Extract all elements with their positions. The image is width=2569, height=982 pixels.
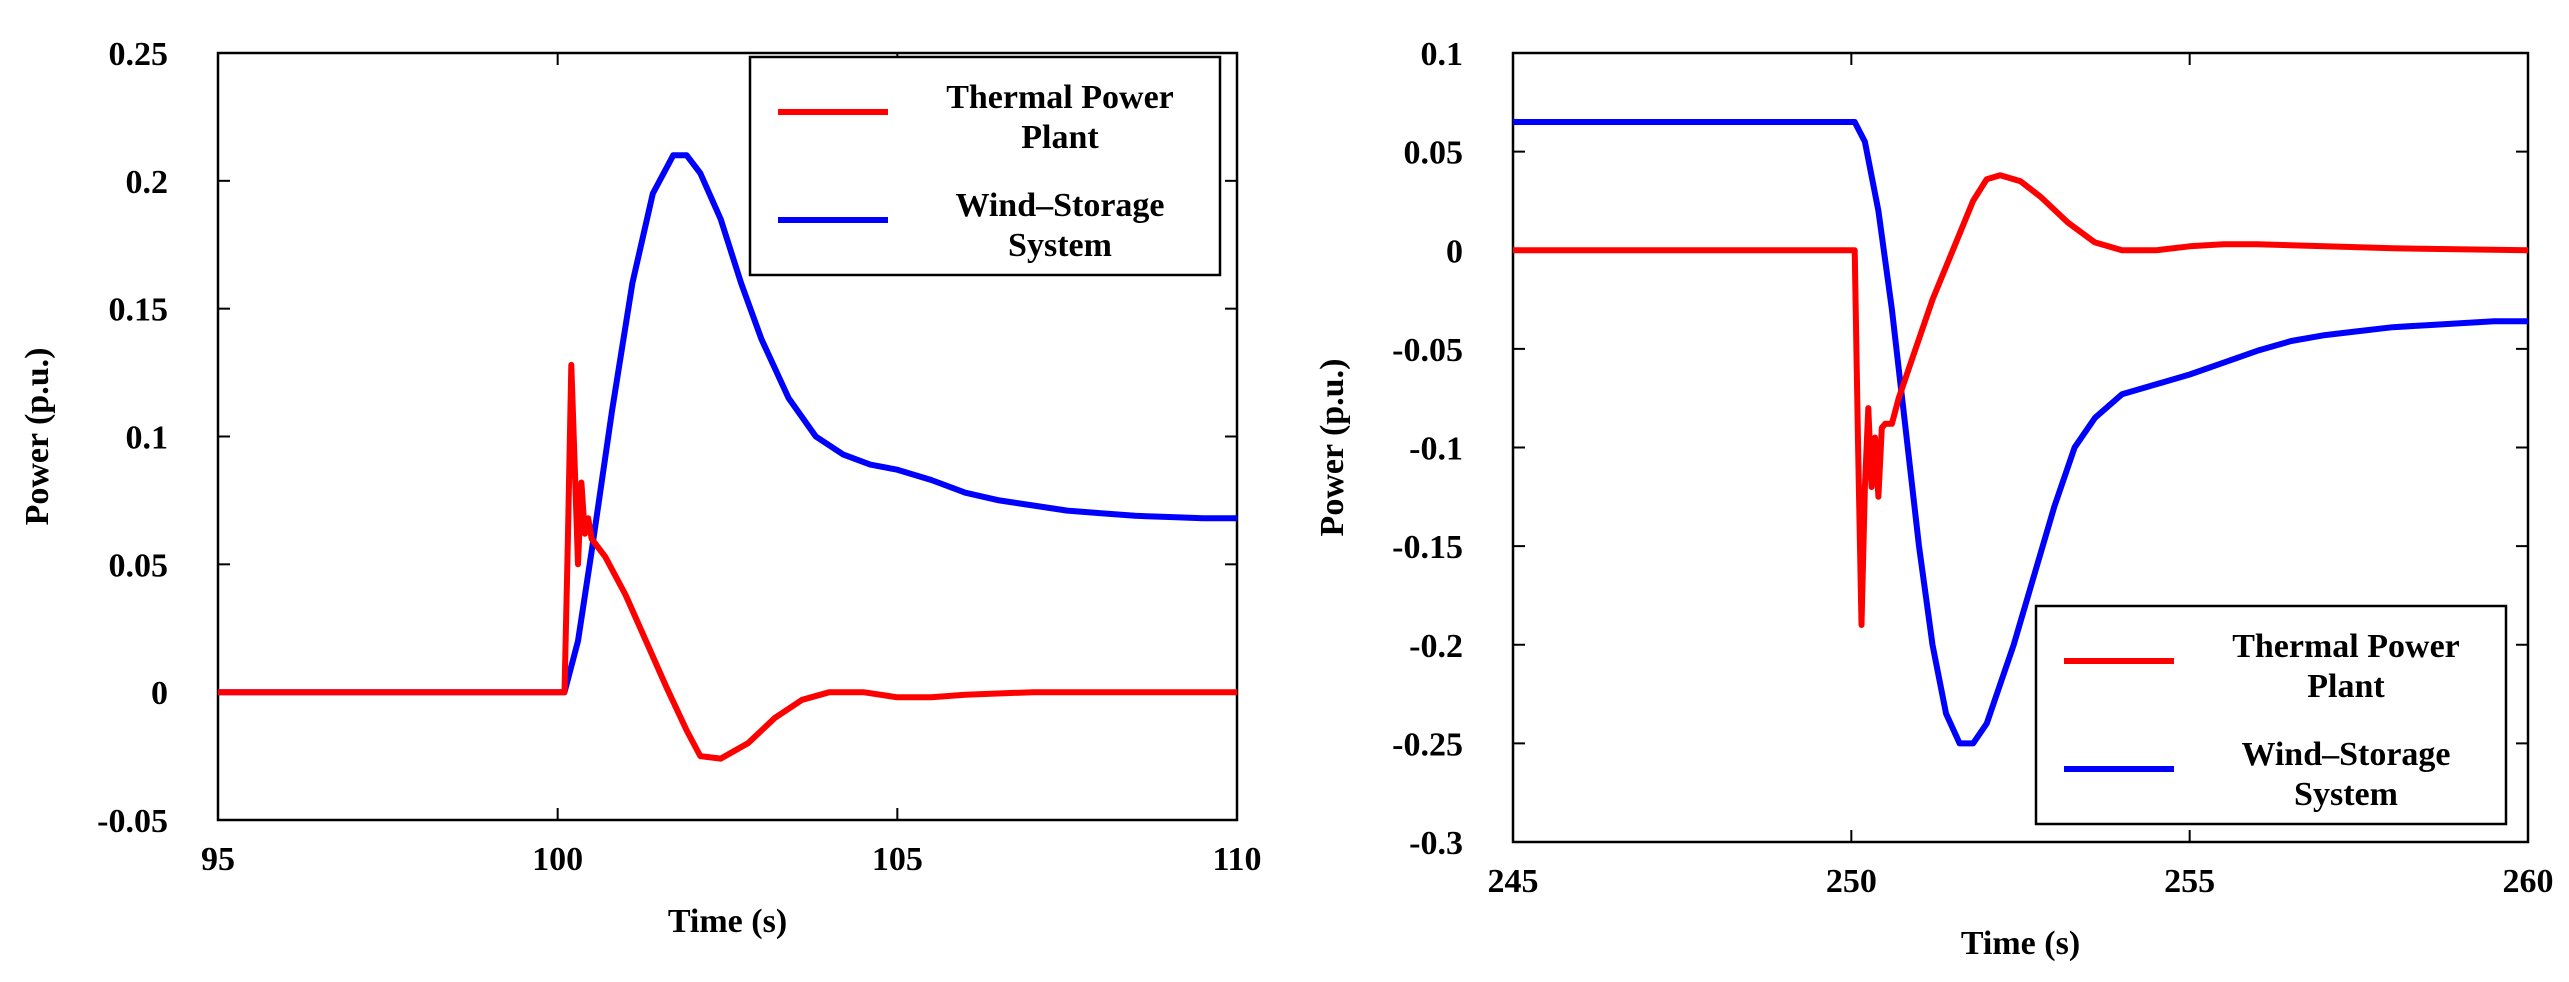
legend-label: System <box>2294 776 2398 813</box>
legend-box <box>2034 604 2508 826</box>
y-tick-label: 0 <box>151 675 168 712</box>
chart-2: 245 250 255 260 -0.3 -0.25 -0.2 -0.15 -0.1 -0.05 0… <box>1314 36 2554 962</box>
y-axis-label: Power (p.u.) <box>1314 359 1351 537</box>
x-tick-label: 255 <box>2164 863 2215 900</box>
y-tick-label: -0.2 <box>1409 628 1463 665</box>
legend-box <box>748 55 1222 277</box>
series-line-wind-storage-system <box>218 152 1237 696</box>
y-tick-label: 0.25 <box>109 36 169 73</box>
x-tick-label: 250 <box>1826 863 1877 900</box>
legend-label: Wind–Storage <box>955 187 1164 224</box>
y-tick-label: 0.15 <box>109 292 169 329</box>
y-tick-label: -0.05 <box>1392 332 1463 369</box>
x-tick-label: 95 <box>201 841 235 878</box>
legend-label: Wind–Storage <box>2241 736 2450 773</box>
y-tick-label: -0.25 <box>1392 726 1463 763</box>
legend-label: Plant <box>2307 668 2385 705</box>
y-tick-label: -0.1 <box>1409 431 1463 468</box>
y-tick-label: 0.05 <box>1404 135 1464 172</box>
series-line-wind-storage-system <box>1513 119 2528 747</box>
y-axis-label: Power (p.u.) <box>19 348 56 526</box>
y-tick-label: 0.1 <box>1421 36 1464 73</box>
x-axis-label: Time (s) <box>1961 925 2080 962</box>
x-tick-label: 260 <box>2503 863 2554 900</box>
legend-label: Thermal Power <box>2232 628 2460 665</box>
x-tick-label: 100 <box>532 841 583 878</box>
x-tick-label: 245 <box>1488 863 1539 900</box>
y-tick-label: 0 <box>1446 233 1463 270</box>
y-tick-label: -0.05 <box>97 803 168 840</box>
y-tick-label: 0.1 <box>126 420 169 457</box>
legend-label: Thermal Power <box>946 79 1174 116</box>
series-line-thermal-power-plant <box>218 361 1237 762</box>
y-tick-label: 0.2 <box>126 164 169 201</box>
y-tick-label: 0.05 <box>109 547 169 584</box>
legend-label: System <box>1008 227 1112 264</box>
y-tick-label: -0.3 <box>1409 825 1463 862</box>
chart-1: 95 100 105 110 -0.05 0 0.05 0.1 0.15 0.2 0.25 Time … <box>19 36 1262 940</box>
y-tick-label: -0.15 <box>1392 529 1463 566</box>
legend-label: Plant <box>1021 119 1099 156</box>
series-line-thermal-power-plant <box>1513 172 2528 628</box>
x-axis-label: Time (s) <box>668 903 787 940</box>
x-tick-label: 105 <box>872 841 923 878</box>
x-tick-label: 110 <box>1212 841 1261 878</box>
